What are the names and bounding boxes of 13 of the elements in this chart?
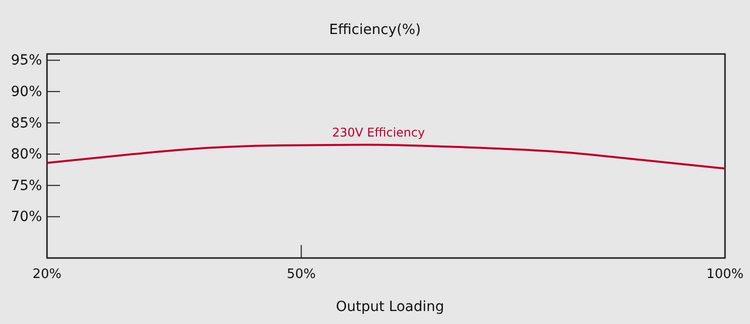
y-tick-label: 80% bbox=[10, 146, 42, 163]
y-tick-label: 70% bbox=[10, 209, 42, 226]
x-tick-label: 20% bbox=[32, 267, 62, 282]
x-tick-label: 100% bbox=[706, 267, 744, 282]
y-tick-label: 95% bbox=[10, 52, 42, 69]
chart-title: Efficiency(%) bbox=[329, 22, 421, 38]
line-series bbox=[46, 144, 726, 170]
y-tick-label: 75% bbox=[10, 178, 42, 194]
y-tick-label: 90% bbox=[10, 84, 42, 100]
series-label: 230V Efficiency bbox=[332, 126, 425, 140]
y-tick-label: 85% bbox=[10, 115, 42, 132]
x-axis-title: Output Loading bbox=[336, 299, 444, 315]
x-tick-label: 50% bbox=[286, 267, 316, 282]
